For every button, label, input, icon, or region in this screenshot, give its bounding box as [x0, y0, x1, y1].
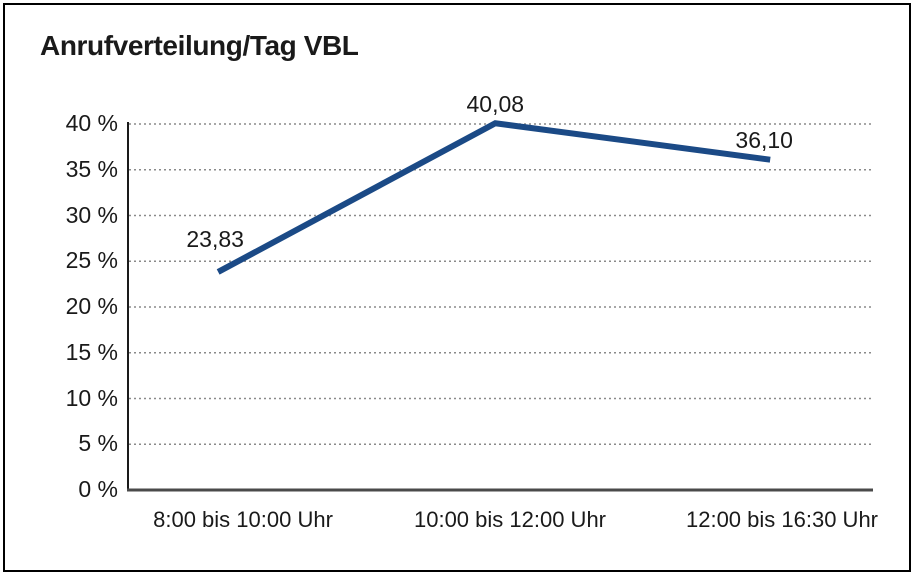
x-category-label: 12:00 bis 16:30 Uhr: [685, 507, 879, 532]
x-category-label: 8:00 bis 10:00 Uhr: [153, 507, 333, 532]
data-point-label: 40,08: [466, 91, 525, 118]
y-axis-tick-label: 35 %: [65, 155, 118, 182]
x-category-label: 10:00 bis 12:00 Uhr: [413, 507, 607, 532]
data-point-label: 23,83: [186, 225, 244, 252]
y-axis-tick-label: 30 %: [65, 201, 118, 228]
y-axis-tick-label: 20 %: [65, 293, 118, 319]
y-axis-tick-label: 15 %: [65, 338, 118, 365]
y-axis-tick-label: 5 %: [78, 430, 118, 457]
data-point-label: 36,10: [735, 126, 793, 153]
y-axis-tick-label: 10 %: [65, 384, 118, 411]
chart-title: Anrufverteilung/Tag VBL: [40, 30, 359, 61]
y-axis-tick-label: 0 %: [78, 476, 118, 502]
data-line: [216, 120, 771, 275]
y-axis-tick-label: 25 %: [65, 247, 118, 274]
y-axis-tick-label: 40 %: [65, 110, 118, 136]
